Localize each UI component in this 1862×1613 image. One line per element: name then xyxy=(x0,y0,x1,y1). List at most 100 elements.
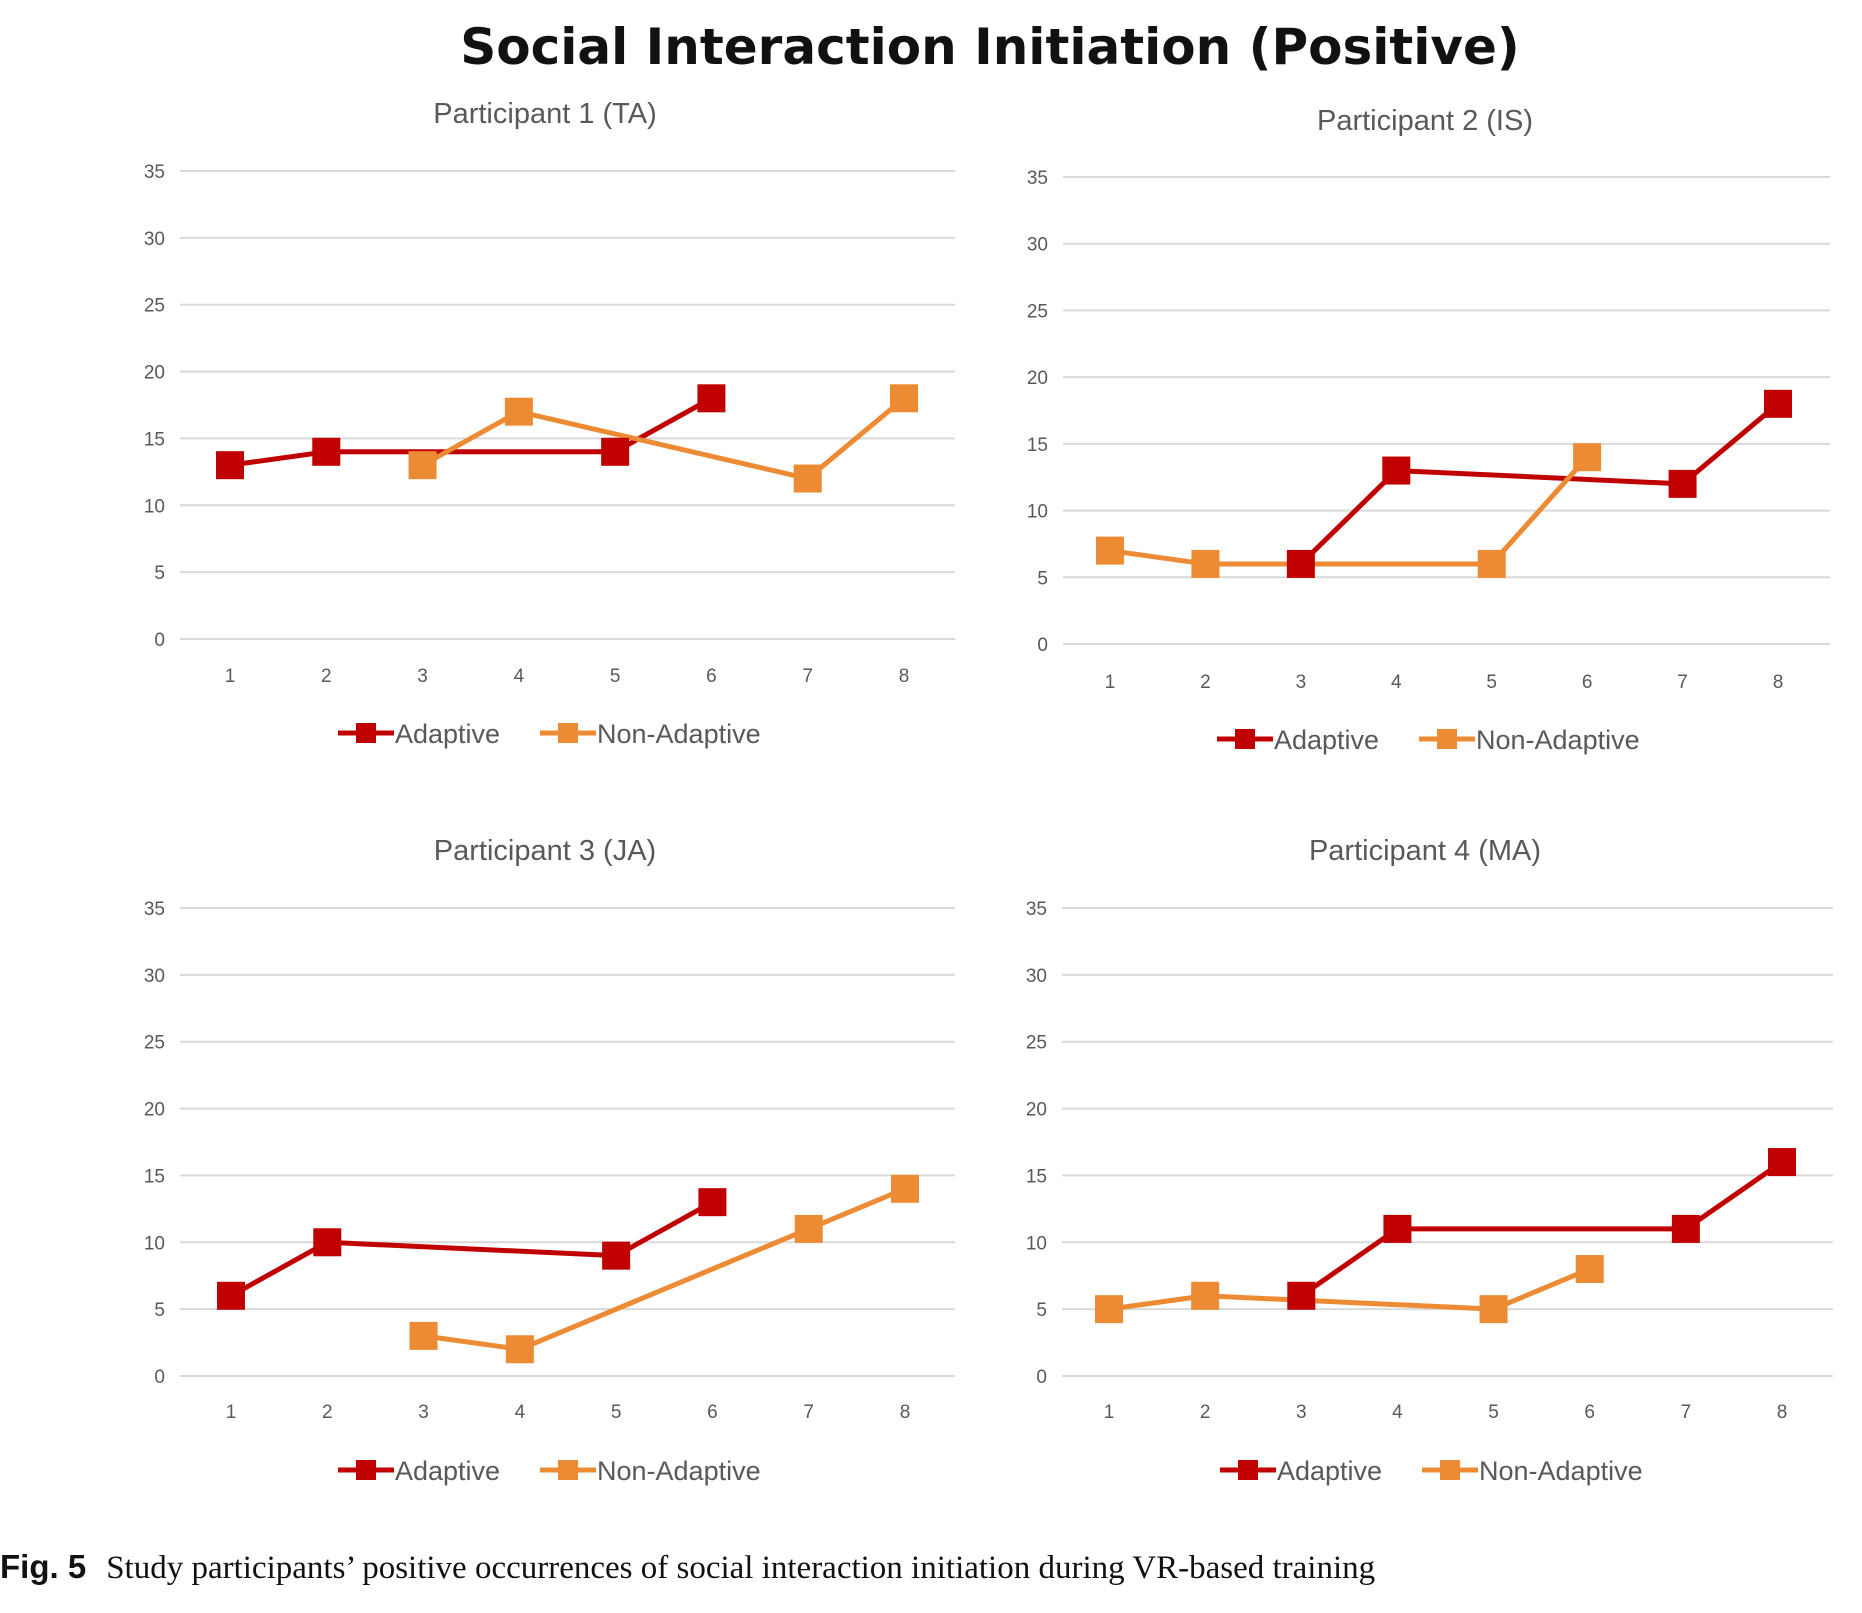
legend-marker-non-adaptive xyxy=(558,723,578,743)
y-tick-label: 35 xyxy=(1026,899,1047,920)
data-point-non-adaptive xyxy=(409,1321,438,1350)
data-point-adaptive xyxy=(1768,1148,1796,1177)
data-point-adaptive xyxy=(1764,389,1792,418)
legend-label-non-adaptive: Non-Adaptive xyxy=(1476,725,1640,755)
y-tick-label: 30 xyxy=(1027,235,1048,256)
data-point-non-adaptive xyxy=(1573,443,1602,472)
x-tick-label: 1 xyxy=(225,666,236,687)
caption-text: Study participants’ positive occurrences… xyxy=(106,1550,1376,1586)
y-tick-label: 5 xyxy=(154,1300,165,1321)
data-point-non-adaptive xyxy=(794,1214,823,1243)
data-point-adaptive xyxy=(313,1228,342,1257)
y-tick-label: 25 xyxy=(1026,1033,1047,1054)
legend-label-adaptive: Adaptive xyxy=(395,719,500,749)
panel-title: Participant 1 (TA) xyxy=(433,98,656,130)
data-point-adaptive xyxy=(1671,1214,1700,1243)
chart-panel-3: Participant 3 (JA) 0 5 10 15 20 25 30 35 1 2 3 4 5 6 7 8… xyxy=(144,835,955,1486)
legend-marker-adaptive xyxy=(1238,1460,1258,1480)
x-tick-label: 1 xyxy=(1104,1402,1115,1423)
y-tick-label: 15 xyxy=(1026,1166,1047,1187)
legend-marker-adaptive xyxy=(1235,729,1255,749)
y-tick-label: 30 xyxy=(1026,966,1047,987)
y-tick-label: 0 xyxy=(154,630,165,651)
x-tick-label: 3 xyxy=(417,666,428,687)
data-point-adaptive xyxy=(217,1281,245,1310)
legend-label-adaptive: Adaptive xyxy=(1274,725,1379,755)
y-tick-label: 15 xyxy=(1027,435,1048,456)
data-point-non-adaptive xyxy=(891,1174,919,1203)
legend-marker-adaptive xyxy=(356,1460,376,1480)
chart-panel-1: Participant 1 (TA) 0 5 10 15 20 25 30 35 1 2 3 4 5 6 7 8… xyxy=(144,98,955,749)
legend-label-non-adaptive: Non-Adaptive xyxy=(597,719,761,749)
x-tick-label: 8 xyxy=(900,1402,911,1423)
data-point-non-adaptive xyxy=(505,1335,534,1364)
y-tick-label: 30 xyxy=(144,966,165,987)
y-tick-label: 35 xyxy=(144,162,165,183)
data-point-non-adaptive xyxy=(1479,1295,1508,1324)
caption-label: Fig. 5 xyxy=(0,1548,87,1585)
data-point-non-adaptive xyxy=(1191,549,1220,578)
series-line-non-adaptive xyxy=(1109,455,1590,567)
y-tick-label: 0 xyxy=(154,1367,165,1388)
x-tick-label: 1 xyxy=(226,1402,237,1423)
x-tick-label: 7 xyxy=(1681,1402,1692,1423)
data-point-non-adaptive xyxy=(408,451,437,480)
x-tick-label: 8 xyxy=(1777,1402,1788,1423)
y-tick-label: 10 xyxy=(1026,1233,1047,1254)
data-point-adaptive xyxy=(312,437,341,466)
data-point-non-adaptive xyxy=(504,397,533,426)
data-point-adaptive xyxy=(1286,549,1315,578)
x-tick-label: 6 xyxy=(707,1402,718,1423)
panel-title: Participant 2 (IS) xyxy=(1317,105,1533,137)
x-tick-label: 8 xyxy=(1773,672,1784,693)
y-tick-label: 10 xyxy=(1027,502,1048,523)
legend-marker-adaptive xyxy=(356,723,376,743)
data-point-adaptive xyxy=(216,451,244,480)
legend-label-non-adaptive: Non-Adaptive xyxy=(1479,1456,1643,1486)
series-line-non-adaptive xyxy=(421,396,906,482)
series-line-non-adaptive xyxy=(1108,1266,1591,1312)
x-tick-label: 2 xyxy=(1200,672,1211,693)
data-point-non-adaptive xyxy=(1575,1255,1604,1284)
y-tick-label: 20 xyxy=(144,1100,165,1121)
data-point-adaptive xyxy=(1287,1281,1316,1310)
y-tick-label: 25 xyxy=(1027,301,1048,322)
x-tick-label: 5 xyxy=(1488,1402,1499,1423)
data-point-adaptive xyxy=(602,1241,631,1270)
y-tick-label: 10 xyxy=(144,496,165,517)
legend-marker-non-adaptive xyxy=(1440,1460,1460,1480)
data-point-adaptive xyxy=(1382,456,1411,485)
x-tick-label: 6 xyxy=(1582,672,1593,693)
x-tick-label: 7 xyxy=(803,1402,814,1423)
x-tick-label: 3 xyxy=(1296,672,1307,693)
y-tick-label: 5 xyxy=(1036,1300,1047,1321)
series-line-non-adaptive xyxy=(423,1186,906,1352)
y-tick-label: 30 xyxy=(144,229,165,250)
data-point-non-adaptive xyxy=(1096,536,1124,565)
figure-title: Social Interaction Initiation (Positive) xyxy=(460,18,1520,76)
x-tick-label: 6 xyxy=(706,666,717,687)
series-line-adaptive xyxy=(1299,401,1780,566)
x-tick-label: 5 xyxy=(610,666,621,687)
data-point-non-adaptive xyxy=(890,384,918,413)
x-tick-label: 8 xyxy=(899,666,910,687)
x-tick-label: 4 xyxy=(1392,1402,1403,1423)
x-tick-label: 7 xyxy=(802,666,813,687)
data-point-adaptive xyxy=(1668,469,1697,498)
x-tick-label: 7 xyxy=(1677,672,1688,693)
series-line-adaptive xyxy=(229,396,713,468)
y-tick-label: 5 xyxy=(154,563,165,584)
y-tick-label: 15 xyxy=(144,429,165,450)
data-point-non-adaptive xyxy=(1191,1281,1220,1310)
panel-title: Participant 4 (MA) xyxy=(1309,835,1541,867)
chart-panel-2: Participant 2 (IS) 0 5 10 15 20 25 30 35 1 2 3 4 5 6 7 8… xyxy=(1027,105,1830,755)
data-point-adaptive xyxy=(698,1188,727,1217)
series-line-adaptive xyxy=(1299,1160,1784,1298)
legend-marker-non-adaptive xyxy=(558,1460,578,1480)
y-tick-label: 20 xyxy=(1026,1100,1047,1121)
x-tick-label: 2 xyxy=(1200,1402,1211,1423)
x-tick-label: 2 xyxy=(322,1402,333,1423)
legend-label-adaptive: Adaptive xyxy=(1277,1456,1382,1486)
y-tick-label: 5 xyxy=(1037,568,1048,589)
panel-title: Participant 3 (JA) xyxy=(434,835,656,867)
